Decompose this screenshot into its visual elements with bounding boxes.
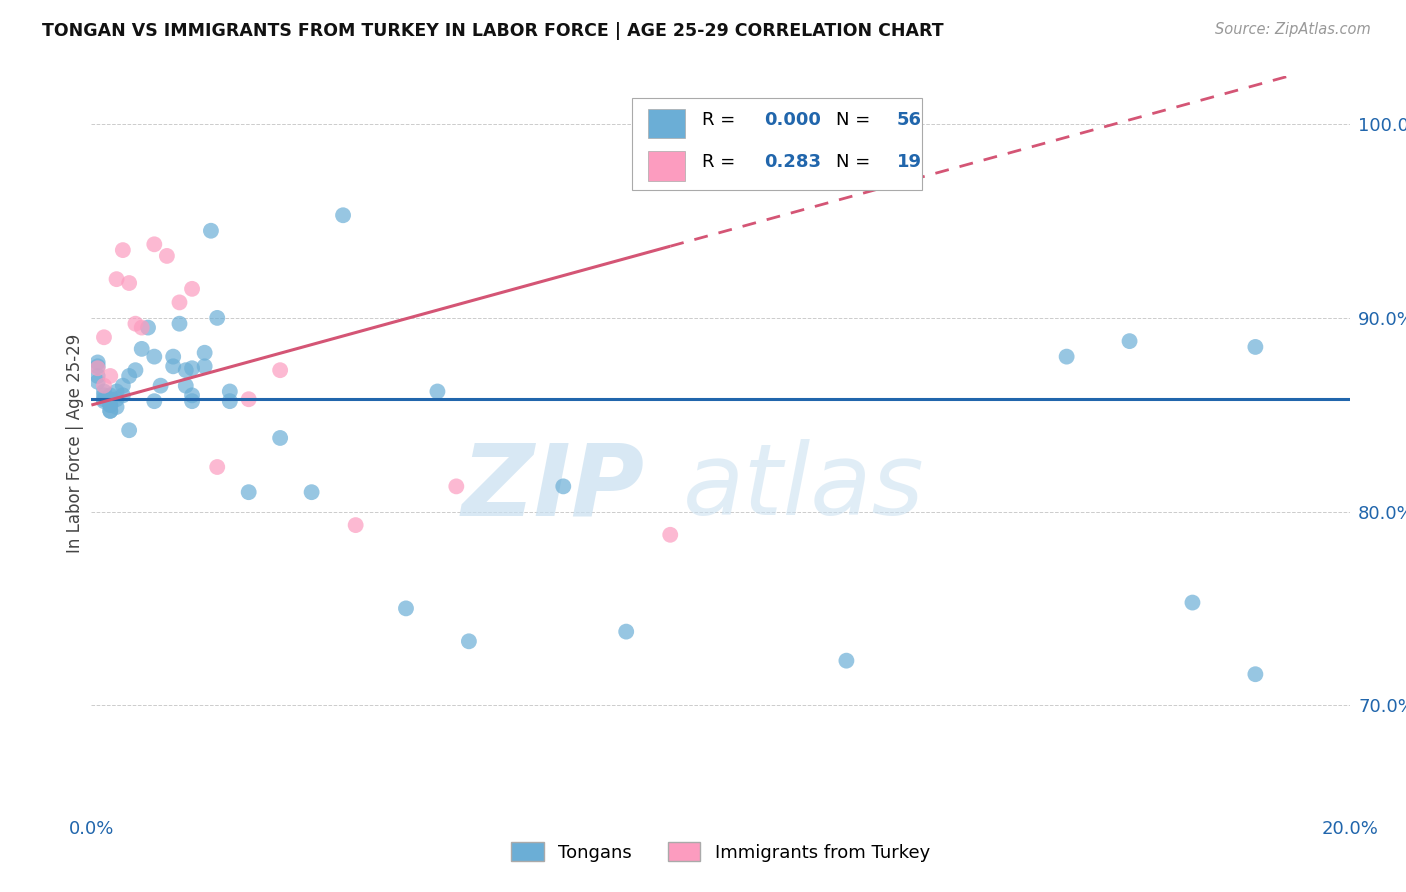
Text: R =: R =: [702, 153, 741, 171]
Point: [1244, 340, 1267, 354]
Point: [143, 350, 166, 364]
Point: [98, 398, 121, 412]
Point: [124, 317, 146, 331]
Point: [93, 394, 115, 409]
Point: [162, 359, 184, 374]
FancyBboxPatch shape: [648, 109, 685, 138]
Text: Source: ZipAtlas.com: Source: ZipAtlas.com: [1215, 22, 1371, 37]
Point: [344, 518, 367, 533]
Point: [1181, 596, 1204, 610]
Text: TONGAN VS IMMIGRANTS FROM TURKEY IN LABOR FORCE | AGE 25-29 CORRELATION CHART: TONGAN VS IMMIGRANTS FROM TURKEY IN LABO…: [42, 22, 943, 40]
Point: [111, 388, 134, 402]
Point: [131, 320, 153, 334]
Point: [426, 384, 449, 399]
Point: [143, 237, 166, 252]
Text: ZIP: ZIP: [463, 440, 645, 536]
FancyBboxPatch shape: [633, 98, 922, 190]
Point: [174, 378, 197, 392]
Point: [835, 654, 858, 668]
Point: [169, 317, 191, 331]
Point: [174, 363, 197, 377]
Point: [332, 208, 354, 222]
Point: [136, 320, 159, 334]
Point: [86, 359, 108, 374]
Point: [111, 243, 134, 257]
Point: [98, 369, 121, 384]
Point: [238, 485, 260, 500]
Point: [131, 342, 153, 356]
Point: [93, 378, 115, 392]
Point: [105, 392, 128, 407]
Text: 19: 19: [897, 153, 922, 171]
Point: [111, 378, 134, 392]
Point: [269, 363, 291, 377]
Point: [93, 330, 115, 344]
Point: [446, 479, 468, 493]
Point: [162, 350, 184, 364]
Point: [1056, 350, 1078, 364]
Point: [301, 485, 323, 500]
Point: [105, 384, 128, 399]
Text: 0.000: 0.000: [765, 111, 821, 129]
Point: [98, 404, 121, 418]
Point: [169, 295, 191, 310]
Point: [98, 404, 121, 418]
Point: [553, 479, 575, 493]
Point: [194, 359, 217, 374]
Point: [98, 398, 121, 412]
Text: R =: R =: [702, 111, 741, 129]
Point: [118, 276, 141, 290]
Point: [659, 528, 682, 542]
FancyBboxPatch shape: [648, 152, 685, 181]
Point: [86, 375, 108, 389]
Point: [1244, 667, 1267, 681]
Point: [614, 624, 637, 639]
Text: N =: N =: [837, 111, 876, 129]
Point: [218, 394, 240, 409]
Point: [105, 400, 128, 414]
Point: [269, 431, 291, 445]
Point: [1118, 334, 1140, 348]
Text: N =: N =: [837, 153, 876, 171]
Text: 56: 56: [897, 111, 922, 129]
Point: [205, 460, 228, 475]
Point: [218, 384, 240, 399]
Point: [105, 272, 128, 286]
Point: [98, 392, 121, 407]
Y-axis label: In Labor Force | Age 25-29: In Labor Force | Age 25-29: [66, 334, 84, 553]
Point: [93, 388, 115, 402]
Point: [205, 310, 228, 325]
Legend: Tongans, Immigrants from Turkey: Tongans, Immigrants from Turkey: [503, 835, 938, 869]
Point: [181, 388, 204, 402]
Point: [93, 392, 115, 407]
Point: [86, 361, 108, 376]
Point: [181, 361, 204, 376]
Point: [98, 388, 121, 402]
Point: [118, 369, 141, 384]
Point: [93, 384, 115, 399]
Point: [181, 394, 204, 409]
Point: [200, 224, 222, 238]
Point: [86, 369, 108, 384]
Point: [194, 345, 217, 359]
Text: 0.283: 0.283: [765, 153, 821, 171]
Point: [156, 249, 179, 263]
Text: atlas: atlas: [683, 440, 925, 536]
Point: [395, 601, 418, 615]
Point: [238, 392, 260, 407]
Point: [86, 355, 108, 369]
Point: [181, 282, 204, 296]
Point: [143, 394, 166, 409]
Point: [124, 363, 146, 377]
Point: [149, 378, 172, 392]
Point: [118, 423, 141, 437]
Point: [457, 634, 479, 648]
